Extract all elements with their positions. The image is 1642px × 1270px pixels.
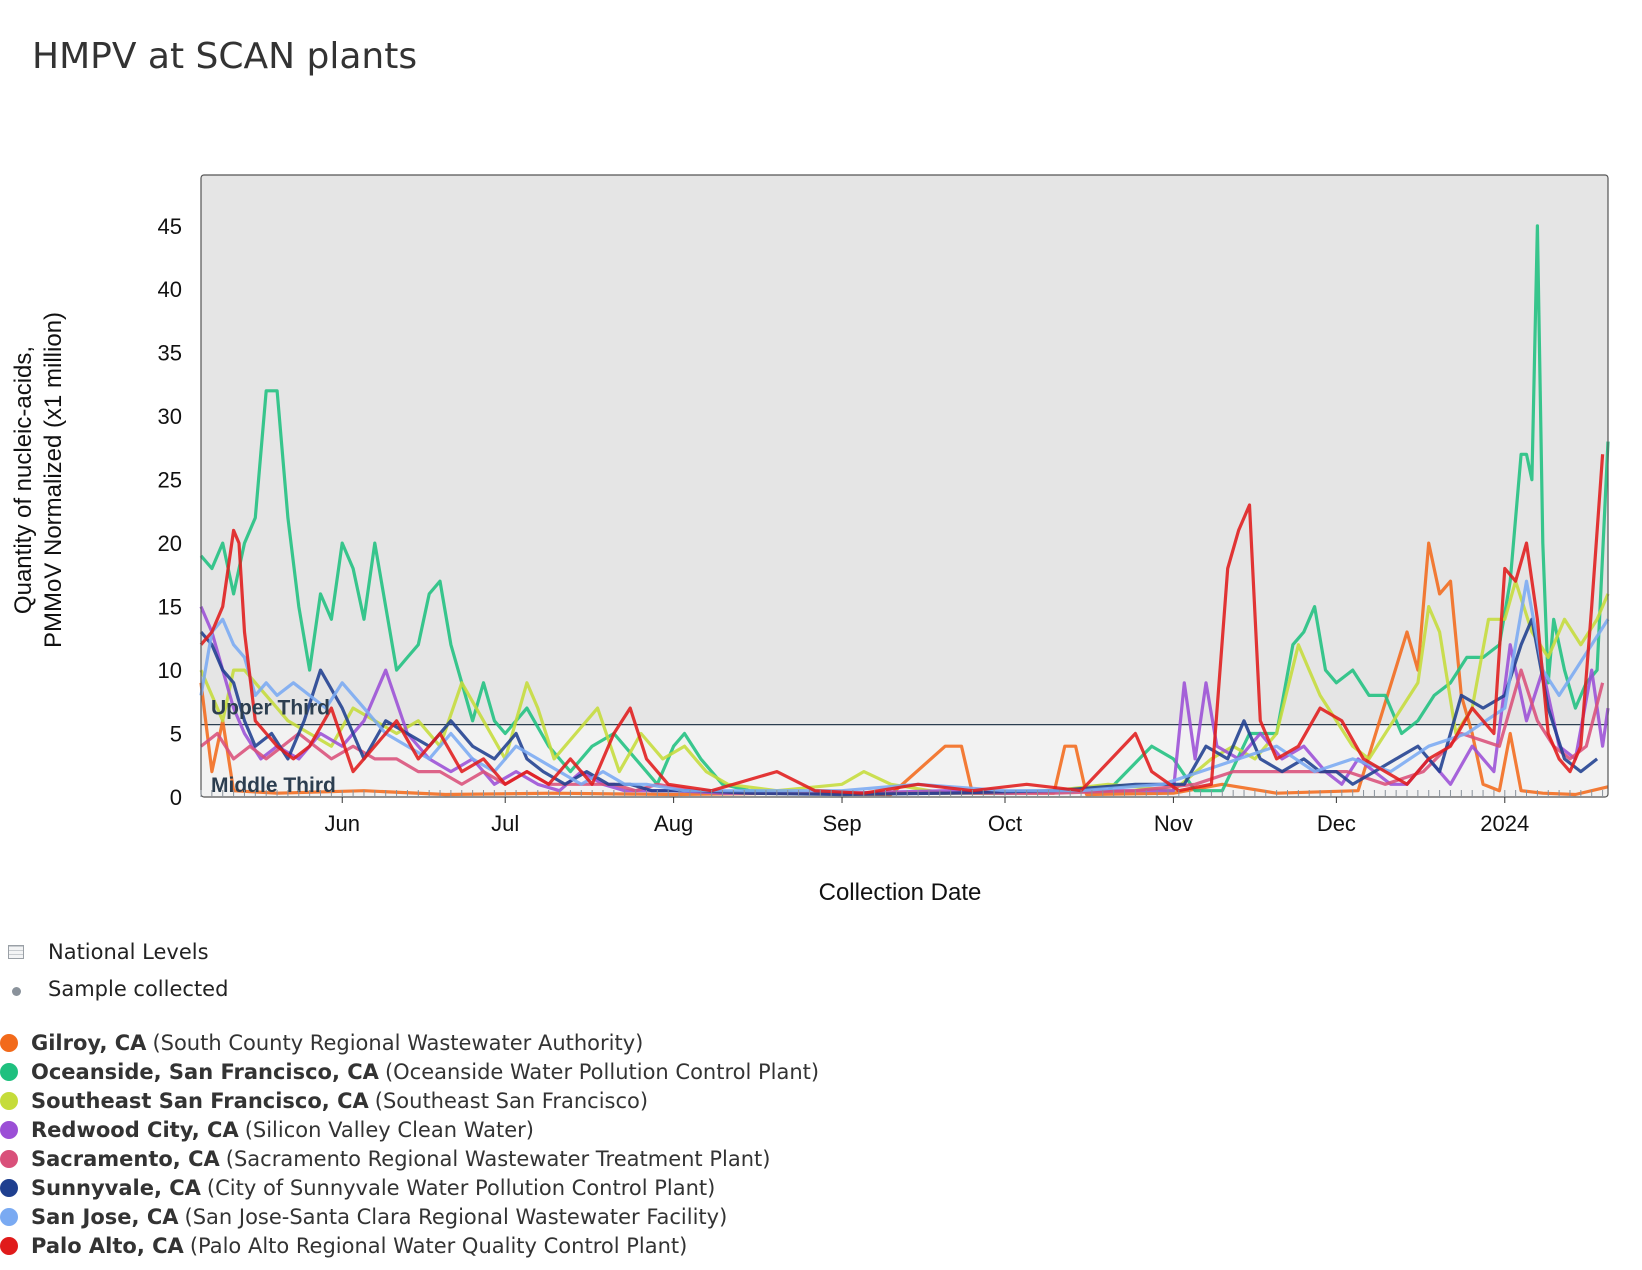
x-tick-label: Jul xyxy=(491,811,519,836)
legend-color-dot xyxy=(0,1178,18,1197)
y-tick-label: 35 xyxy=(158,341,182,366)
series-line-0 xyxy=(199,541,1609,797)
band-label-upper: Upper Third xyxy=(211,697,330,720)
y-tick-label: 5 xyxy=(170,722,182,747)
series-legend: Gilroy, CA (South County Regional Wastewa… xyxy=(0,1028,819,1260)
legend-site-name: Oceanside, San Francisco, CA xyxy=(31,1059,379,1084)
legend-item[interactable]: Sacramento, CA (Sacramento Regional Waste… xyxy=(0,1144,819,1173)
legend-national-levels-label: National Levels xyxy=(48,940,209,964)
legend-facility-name: (Southeast San Francisco) xyxy=(374,1088,649,1113)
plot-frame xyxy=(200,174,1609,798)
y-tick-label: 15 xyxy=(158,595,182,620)
legend-facility-name: (Sacramento Regional Wastewater Treatmen… xyxy=(225,1146,771,1171)
y-tick-label: 25 xyxy=(158,468,182,493)
band-upper xyxy=(201,175,1608,725)
legend-site-name: Sacramento, CA xyxy=(31,1146,220,1171)
series-line-5 xyxy=(199,617,1599,797)
legend-facility-name: (Silicon Valley Clean Water) xyxy=(244,1117,534,1142)
legend-site-name: Redwood City, CA xyxy=(31,1117,239,1142)
y-axis-label-line2: PMMoV Normalized (x1 million) xyxy=(40,312,67,648)
legend-color-dot xyxy=(0,1236,18,1255)
legend-item[interactable]: Southeast San Francisco, CA (Southeast Sa… xyxy=(0,1086,819,1115)
legend-facility-name: (South County Regional Wastewater Author… xyxy=(152,1030,644,1055)
legend-item[interactable]: Gilroy, CA (South County Regional Wastewa… xyxy=(0,1028,819,1057)
x-tick-label: Nov xyxy=(1154,811,1193,836)
legend-sample-collected: Sample collected xyxy=(8,977,228,1001)
y-tick-label: 45 xyxy=(158,214,182,239)
legend-color-dot xyxy=(0,1207,18,1226)
legend-item[interactable]: Redwood City, CA (Silicon Valley Clean Wa… xyxy=(0,1115,819,1144)
x-tick-label: Oct xyxy=(988,811,1022,836)
legend-site-name: San Jose, CA xyxy=(31,1204,179,1229)
legend-site-name: Gilroy, CA xyxy=(31,1030,147,1055)
x-tick-label: 2024 xyxy=(1480,811,1529,836)
y-tick-label: 20 xyxy=(158,531,182,556)
series-line-6 xyxy=(199,579,1610,793)
legend-color-dot xyxy=(0,1149,18,1168)
legend-item[interactable]: San Jose, CA (San Jose-Santa Clara Region… xyxy=(0,1202,819,1231)
legend-item[interactable]: Sunnyvale, CA (City of Sunnyvale Water Po… xyxy=(0,1173,819,1202)
legend-item[interactable]: Oceanside, San Francisco, CA (Oceanside W… xyxy=(0,1057,819,1086)
x-tick-label: Aug xyxy=(654,811,693,836)
legend-facility-name: (Oceanside Water Pollution Control Plant… xyxy=(384,1059,820,1084)
y-tick-label: 30 xyxy=(158,404,182,429)
legend-site-name: Palo Alto, CA xyxy=(31,1233,184,1258)
legend-sample-collected-label: Sample collected xyxy=(48,977,229,1001)
x-tick-label: Jun xyxy=(325,811,360,836)
y-tick-label: 10 xyxy=(158,658,182,683)
legend-facility-name: (San Jose-Santa Clara Regional Wastewate… xyxy=(184,1204,728,1229)
x-axis-label: Collection Date xyxy=(819,879,982,900)
band-label-middle: Middle Third xyxy=(211,774,336,797)
legend-color-dot xyxy=(0,1091,18,1110)
y-tick-label: 40 xyxy=(158,277,182,302)
series-line-7 xyxy=(199,454,1605,795)
y-axis-label-line1: Quantity of nucleic-acids, xyxy=(10,346,37,614)
legend-item[interactable]: Palo Alto, CA (Palo Alto Regional Water Q… xyxy=(0,1231,819,1260)
legend-facility-name: (City of Sunnyvale Water Pollution Contr… xyxy=(206,1175,716,1200)
legend-facility-name: (Palo Alto Regional Water Quality Contro… xyxy=(189,1233,688,1258)
x-tick-label: Dec xyxy=(1317,811,1356,836)
legend-color-dot xyxy=(0,1120,18,1139)
y-tick-label: 0 xyxy=(170,785,182,810)
sample-dot-icon xyxy=(12,987,21,996)
legend-color-dot xyxy=(0,1033,18,1052)
national-levels-icon xyxy=(8,945,24,959)
chart-canvas: Upper Third Middle Third 0 5 10 15 20 25 30 35 40 4… xyxy=(10,174,1610,900)
legend-national-levels[interactable]: National Levels xyxy=(8,940,209,964)
chart-title: HMPV at SCAN plants xyxy=(32,36,418,77)
legend-site-name: Sunnyvale, CA xyxy=(31,1175,201,1200)
x-tick-label: Sep xyxy=(822,811,861,836)
series-line-2 xyxy=(199,579,1610,795)
legend-color-dot xyxy=(0,1062,18,1081)
legend-site-name: Southeast San Francisco, CA xyxy=(31,1088,369,1113)
